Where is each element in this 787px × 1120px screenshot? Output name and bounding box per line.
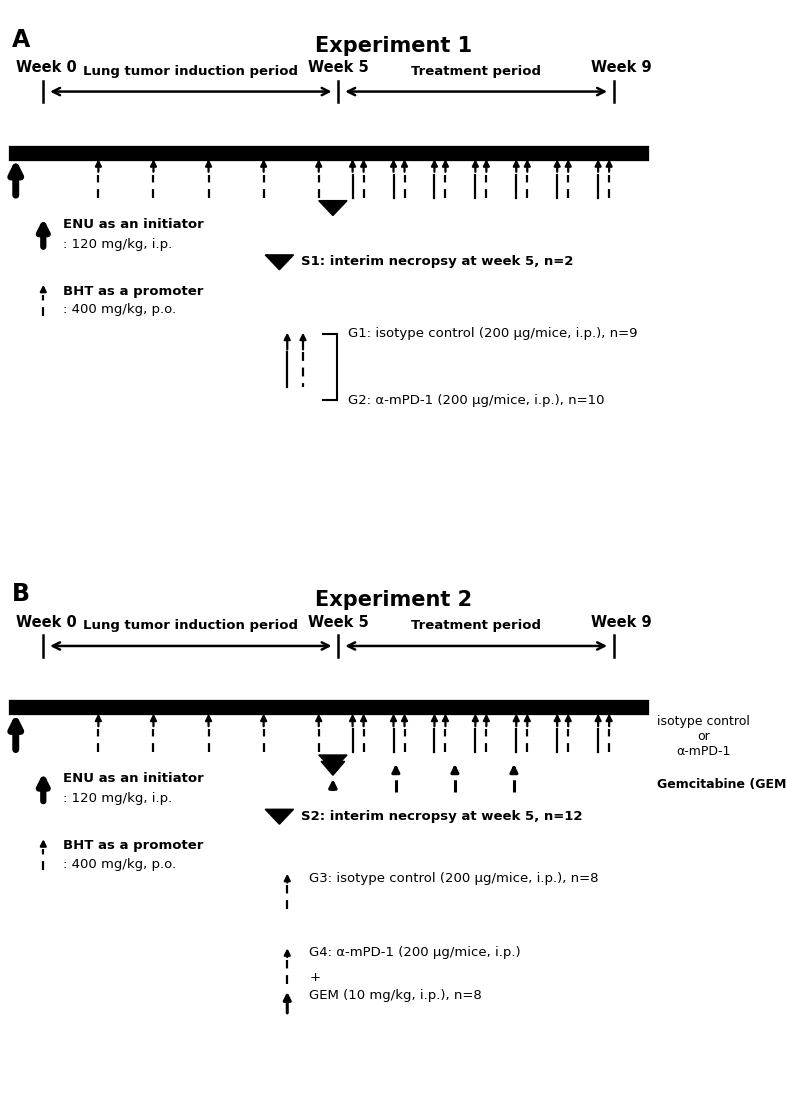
Text: BHT as a promoter: BHT as a promoter bbox=[63, 284, 203, 298]
Text: Week 0: Week 0 bbox=[16, 615, 76, 629]
Text: : 400 mg/kg, p.o.: : 400 mg/kg, p.o. bbox=[63, 304, 176, 316]
Text: Treatment period: Treatment period bbox=[411, 65, 541, 77]
Text: Gemcitabine (GEM): Gemcitabine (GEM) bbox=[657, 777, 787, 791]
Text: GEM (10 mg/kg, i.p.), n=8: GEM (10 mg/kg, i.p.), n=8 bbox=[309, 989, 482, 1002]
Text: +: + bbox=[309, 971, 320, 983]
Text: ENU as an initiator: ENU as an initiator bbox=[63, 218, 204, 231]
Text: Week 0: Week 0 bbox=[16, 60, 76, 75]
Text: G3: isotype control (200 μg/mice, i.p.), n=8: G3: isotype control (200 μg/mice, i.p.),… bbox=[309, 872, 599, 885]
Text: G1: isotype control (200 μg/mice, i.p.), n=9: G1: isotype control (200 μg/mice, i.p.),… bbox=[348, 327, 637, 340]
Text: A: A bbox=[12, 28, 30, 52]
Text: Week 9: Week 9 bbox=[591, 615, 652, 629]
Text: : 400 mg/kg, p.o.: : 400 mg/kg, p.o. bbox=[63, 858, 176, 870]
Text: S1: interim necropsy at week 5, n=2: S1: interim necropsy at week 5, n=2 bbox=[301, 255, 574, 269]
Polygon shape bbox=[265, 255, 294, 270]
Text: BHT as a promoter: BHT as a promoter bbox=[63, 839, 203, 852]
Polygon shape bbox=[321, 762, 345, 775]
Text: Week 9: Week 9 bbox=[591, 60, 652, 75]
Text: G2: α-mPD-1 (200 μg/mice, i.p.), n=10: G2: α-mPD-1 (200 μg/mice, i.p.), n=10 bbox=[348, 393, 604, 407]
Text: Experiment 1: Experiment 1 bbox=[315, 36, 472, 56]
Text: ENU as an initiator: ENU as an initiator bbox=[63, 773, 204, 785]
Text: Treatment period: Treatment period bbox=[411, 619, 541, 632]
Text: : 120 mg/kg, i.p.: : 120 mg/kg, i.p. bbox=[63, 792, 172, 805]
Text: Week 5: Week 5 bbox=[308, 615, 369, 629]
Text: isotype control
or
α-mPD-1: isotype control or α-mPD-1 bbox=[657, 715, 750, 758]
Polygon shape bbox=[319, 200, 347, 215]
Polygon shape bbox=[319, 755, 347, 769]
Text: Week 5: Week 5 bbox=[308, 60, 369, 75]
Text: G4: α-mPD-1 (200 μg/mice, i.p.): G4: α-mPD-1 (200 μg/mice, i.p.) bbox=[309, 946, 521, 960]
Text: Lung tumor induction period: Lung tumor induction period bbox=[83, 65, 298, 77]
Text: B: B bbox=[12, 582, 30, 606]
Polygon shape bbox=[265, 810, 294, 824]
Text: Experiment 2: Experiment 2 bbox=[315, 590, 472, 610]
Text: Lung tumor induction period: Lung tumor induction period bbox=[83, 619, 298, 632]
Text: S2: interim necropsy at week 5, n=12: S2: interim necropsy at week 5, n=12 bbox=[301, 810, 583, 823]
Text: : 120 mg/kg, i.p.: : 120 mg/kg, i.p. bbox=[63, 237, 172, 251]
